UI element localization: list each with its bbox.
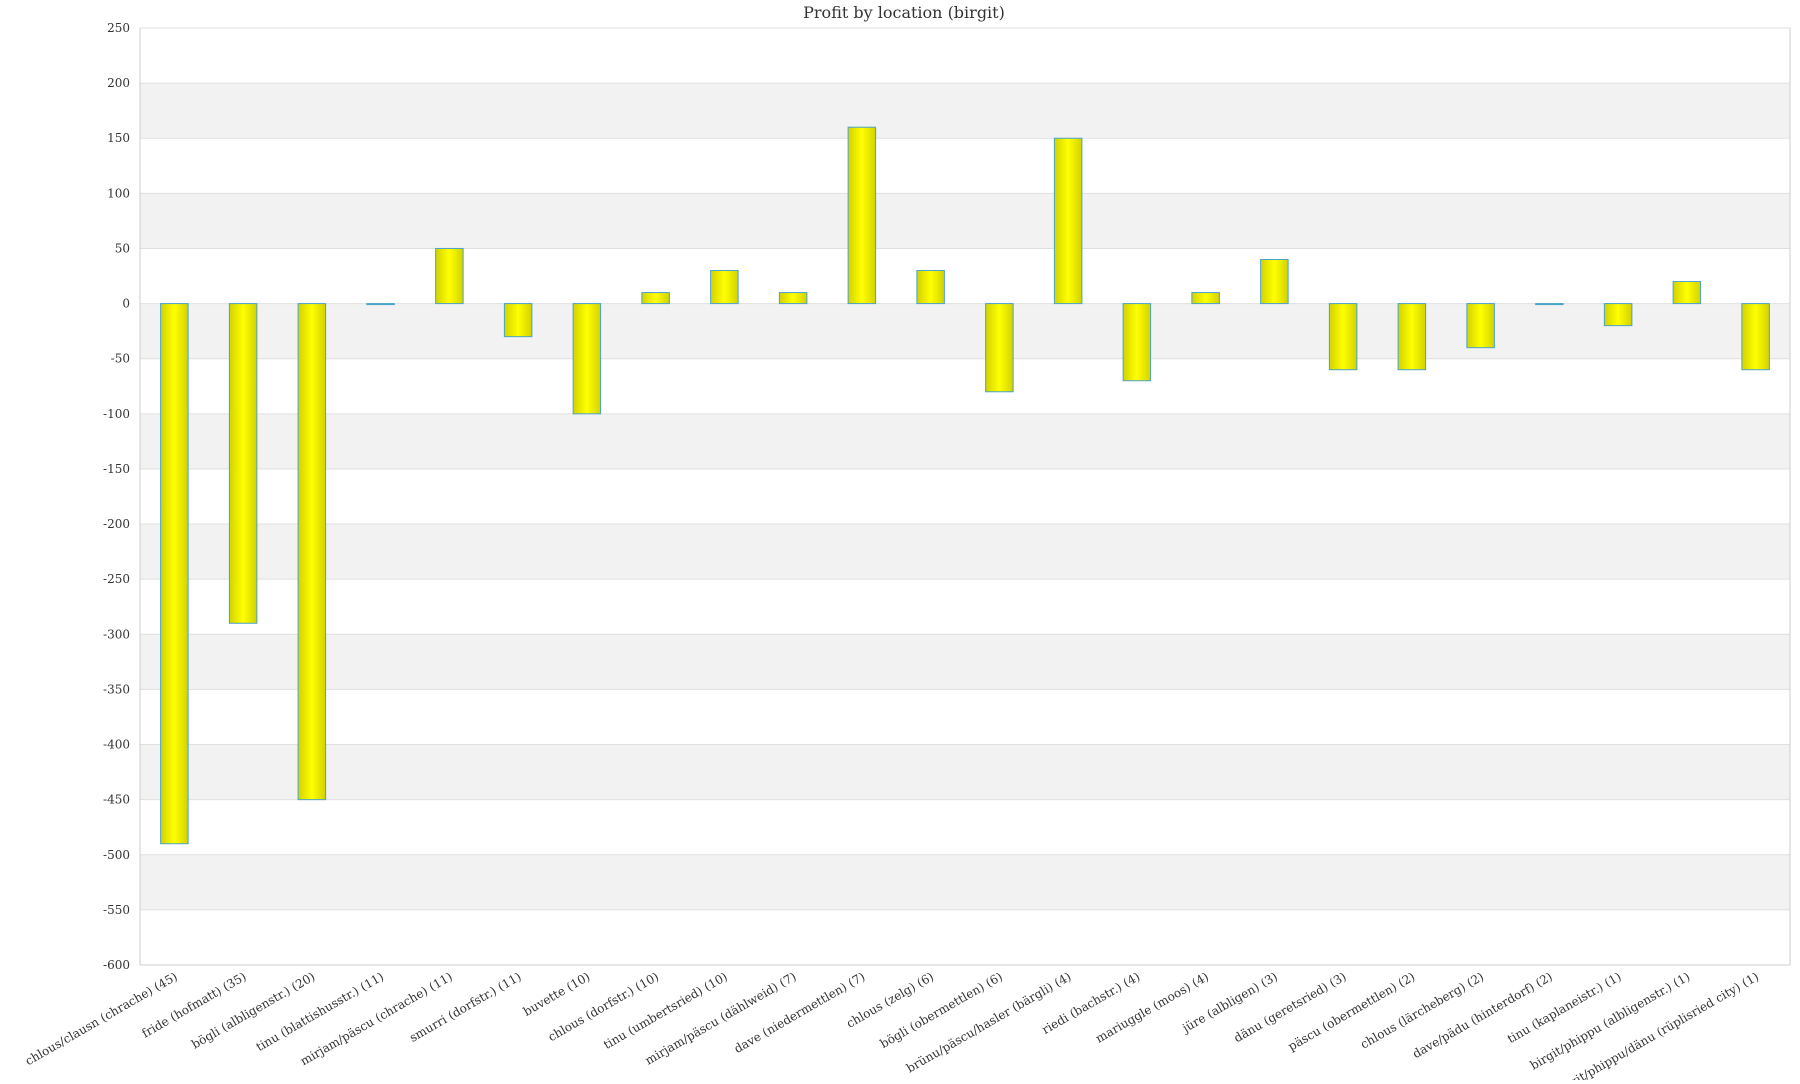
y-tick-label: 150 [107,131,130,145]
grid-band [140,524,1790,580]
bar [1122,303,1152,382]
bar [1535,303,1564,306]
y-tick-label: -500 [103,848,130,862]
y-tick-label: -300 [103,627,130,641]
bar [985,303,1014,393]
y-tick-label: 250 [107,21,130,35]
grid-band [140,744,1790,800]
y-tick-label: -450 [103,793,130,807]
bar [710,270,739,305]
y-tick-label: -600 [103,958,130,972]
y-tick-label: -50 [111,352,130,366]
x-tick-label: tinu (kaplaneistr.) (1) [1505,969,1624,1046]
y-tick-label: -100 [103,407,130,421]
y-tick-label: 200 [107,76,130,90]
x-tick-label: bögli (albligenstr.) (20) [189,969,317,1051]
x-tick-label: bögli (obermettlen) (6) [878,969,1005,1051]
bar [572,303,602,415]
grid-band [140,83,1790,139]
grid-band [140,303,1790,359]
bar [1397,303,1427,371]
bar [1741,303,1770,371]
bar [641,292,670,305]
bar [228,303,258,624]
bar [847,126,877,305]
y-tick-label: -150 [103,462,130,476]
bar [916,270,945,305]
bar [503,303,533,338]
y-tick-label: -400 [103,738,130,752]
bar [1328,303,1358,371]
bar [366,303,395,306]
bar [1053,137,1083,305]
bar [160,303,189,845]
y-tick-label: 50 [115,241,130,255]
bar [1260,258,1289,305]
x-tick-label: tinu (blattishusstr.) (11) [254,969,386,1054]
x-tick-label: tinu (umbertsried) (10) [601,969,730,1051]
grid-band [140,854,1790,910]
x-tick-label: mariuggle (moos) (4) [1093,969,1211,1045]
x-tick-label: chlous (lärcheberg) (2) [1358,969,1486,1051]
y-tick-label: -250 [103,572,130,586]
x-tick-label: päscu (obermettlen) (2) [1286,969,1418,1053]
y-tick-label: -200 [103,517,130,531]
x-tick-label: dänu (geretsried) (3) [1231,969,1348,1045]
x-tick-label: smurri (dorfstr.) (11) [407,969,524,1044]
chart-title: Profit by location (birgit) [803,3,1005,22]
y-tick-label: 100 [107,186,130,200]
bar [778,292,808,305]
grid-band [140,413,1790,469]
x-tick-label: dave (niedermettlen) (7) [732,969,868,1055]
grid-band [140,634,1790,690]
x-tick-label: chlous (dorfstr.) (10) [546,969,662,1044]
bar [1191,292,1220,305]
bar [1466,303,1495,349]
bar [435,247,464,305]
y-tick-label: -350 [103,682,130,696]
grid-band [140,193,1790,249]
y-tick-label: -550 [103,903,130,917]
bar [297,303,327,801]
y-tick-label: 0 [122,297,130,311]
bar [1672,281,1702,305]
bar [1603,303,1633,327]
